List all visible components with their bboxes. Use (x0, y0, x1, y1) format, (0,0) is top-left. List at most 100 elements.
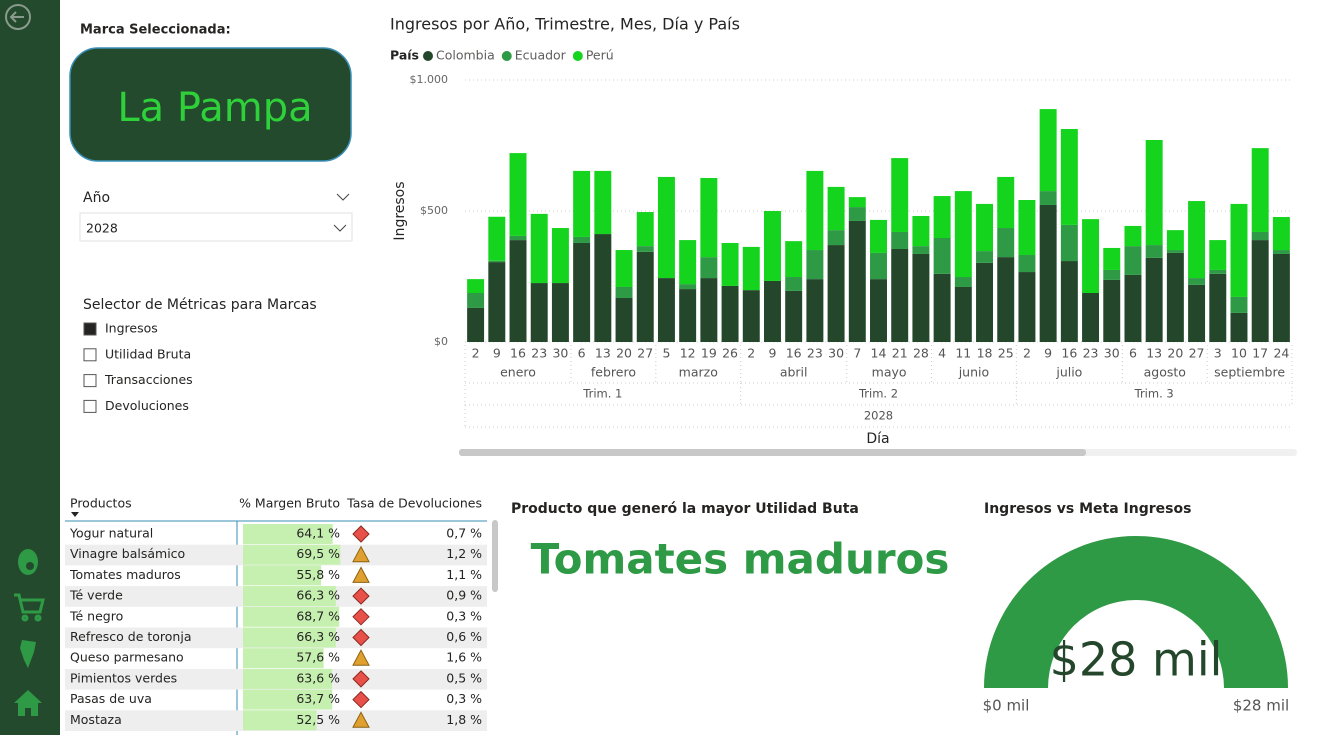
bar-segment[interactable] (1166, 252, 1184, 342)
bar-segment[interactable] (509, 240, 527, 342)
bar-segment[interactable] (1188, 201, 1206, 279)
bar-segment[interactable] (1272, 217, 1290, 251)
bar-segment[interactable] (954, 286, 972, 342)
bar-segment[interactable] (1060, 128, 1078, 225)
bar-segment[interactable] (530, 213, 548, 284)
product-name[interactable]: Yogur natural (69, 526, 153, 541)
bar-segment[interactable] (870, 219, 887, 253)
bar-segment[interactable] (785, 290, 803, 342)
bar-segment[interactable] (891, 158, 909, 232)
product-name[interactable]: Pasas de uva (70, 691, 152, 706)
bar-segment[interactable] (806, 170, 824, 251)
bar-segment[interactable] (763, 280, 781, 342)
bar-segment[interactable] (636, 251, 654, 342)
product-name[interactable]: Pimientos verdes (70, 670, 177, 685)
product-name[interactable]: Vinagre balsámico (70, 546, 185, 561)
bar-segment[interactable] (1103, 279, 1121, 342)
bar-segment[interactable] (976, 251, 994, 263)
bar-segment[interactable] (488, 260, 506, 263)
bar-segment[interactable] (742, 290, 760, 342)
bar-segment[interactable] (700, 257, 718, 279)
bar-segment[interactable] (679, 240, 697, 285)
chart-scrollbar-thumb[interactable] (459, 449, 1086, 456)
bar-segment[interactable] (1060, 224, 1078, 262)
bar-segment[interactable] (1124, 274, 1142, 342)
bar-segment[interactable] (806, 279, 824, 342)
back-button[interactable] (5, 4, 31, 30)
bar-segment[interactable] (573, 236, 591, 243)
bar-segment[interactable] (679, 284, 697, 290)
bar-segment[interactable] (912, 246, 930, 254)
bar-segment[interactable] (509, 235, 527, 241)
bar-segment[interactable] (679, 289, 697, 342)
bar-segment[interactable] (615, 250, 633, 287)
bar-segment[interactable] (976, 262, 994, 342)
bar-segment[interactable] (912, 253, 930, 342)
bar-segment[interactable] (1166, 230, 1184, 251)
bar-segment[interactable] (933, 196, 951, 238)
checkbox[interactable] (83, 322, 97, 336)
table-scrollbar[interactable] (492, 520, 498, 592)
nav-icon-map[interactable] (20, 640, 36, 668)
bar-segment[interactable] (1018, 199, 1036, 256)
bar-segment[interactable] (721, 285, 739, 342)
bar-segment[interactable] (848, 207, 866, 221)
bar-segment[interactable] (954, 277, 972, 287)
nav-icon-home[interactable] (14, 690, 42, 716)
bar-segment[interactable] (827, 186, 845, 231)
bar-segment[interactable] (1145, 245, 1163, 258)
bar-segment[interactable] (1251, 148, 1269, 232)
bar-segment[interactable] (467, 279, 485, 294)
bar-segment[interactable] (1082, 219, 1100, 294)
bar-segment[interactable] (1230, 296, 1248, 313)
nav-icon-cart[interactable] (14, 593, 45, 622)
bar-segment[interactable] (742, 246, 760, 291)
bar-segment[interactable] (785, 241, 803, 278)
product-name[interactable]: Mostaza (70, 712, 122, 727)
product-name[interactable]: Té negro (69, 608, 123, 623)
bar-segment[interactable] (997, 228, 1015, 258)
bar-segment[interactable] (1272, 250, 1290, 254)
bar-segment[interactable] (1209, 269, 1227, 274)
bar-segment[interactable] (573, 170, 591, 237)
bar-segment[interactable] (1188, 284, 1206, 342)
product-name[interactable]: Té verde (69, 588, 123, 603)
product-name[interactable]: Tomates maduros (69, 567, 181, 582)
bar-segment[interactable] (700, 278, 718, 342)
bar-segment[interactable] (976, 203, 994, 252)
bar-segment[interactable] (1103, 269, 1121, 280)
slicer-collapse[interactable] (336, 193, 350, 201)
bar-segment[interactable] (1018, 272, 1036, 342)
bar-segment[interactable] (997, 176, 1015, 229)
bar-segment[interactable] (467, 307, 485, 342)
bar-segment[interactable] (1230, 312, 1248, 342)
bar-segment[interactable] (933, 237, 951, 274)
bar-segment[interactable] (594, 234, 612, 342)
bar-segment[interactable] (806, 250, 824, 280)
bar-segment[interactable] (1082, 293, 1100, 342)
bar-segment[interactable] (1251, 231, 1269, 241)
bar-segment[interactable] (573, 242, 591, 342)
bar-segment[interactable] (1272, 253, 1290, 342)
bar-segment[interactable] (848, 220, 866, 342)
bar-segment[interactable] (1039, 204, 1057, 342)
bar-segment[interactable] (721, 242, 739, 286)
bar-segment[interactable] (870, 279, 887, 342)
checkbox[interactable] (83, 374, 97, 388)
bar-segment[interactable] (827, 230, 845, 246)
bar-segment[interactable] (997, 257, 1015, 342)
bar-segment[interactable] (827, 245, 845, 342)
bar-segment[interactable] (615, 297, 633, 342)
bar-segment[interactable] (1145, 139, 1163, 246)
bar-segment[interactable] (870, 252, 887, 280)
bar-segment[interactable] (488, 216, 506, 261)
checkbox[interactable] (83, 348, 97, 362)
bar-segment[interactable] (1124, 225, 1142, 247)
bar-segment[interactable] (1209, 273, 1227, 342)
bar-segment[interactable] (785, 277, 803, 291)
bar-segment[interactable] (530, 283, 548, 342)
bar-segment[interactable] (954, 191, 972, 278)
bar-segment[interactable] (700, 177, 718, 258)
bar-segment[interactable] (467, 293, 485, 308)
bar-segment[interactable] (933, 273, 951, 342)
